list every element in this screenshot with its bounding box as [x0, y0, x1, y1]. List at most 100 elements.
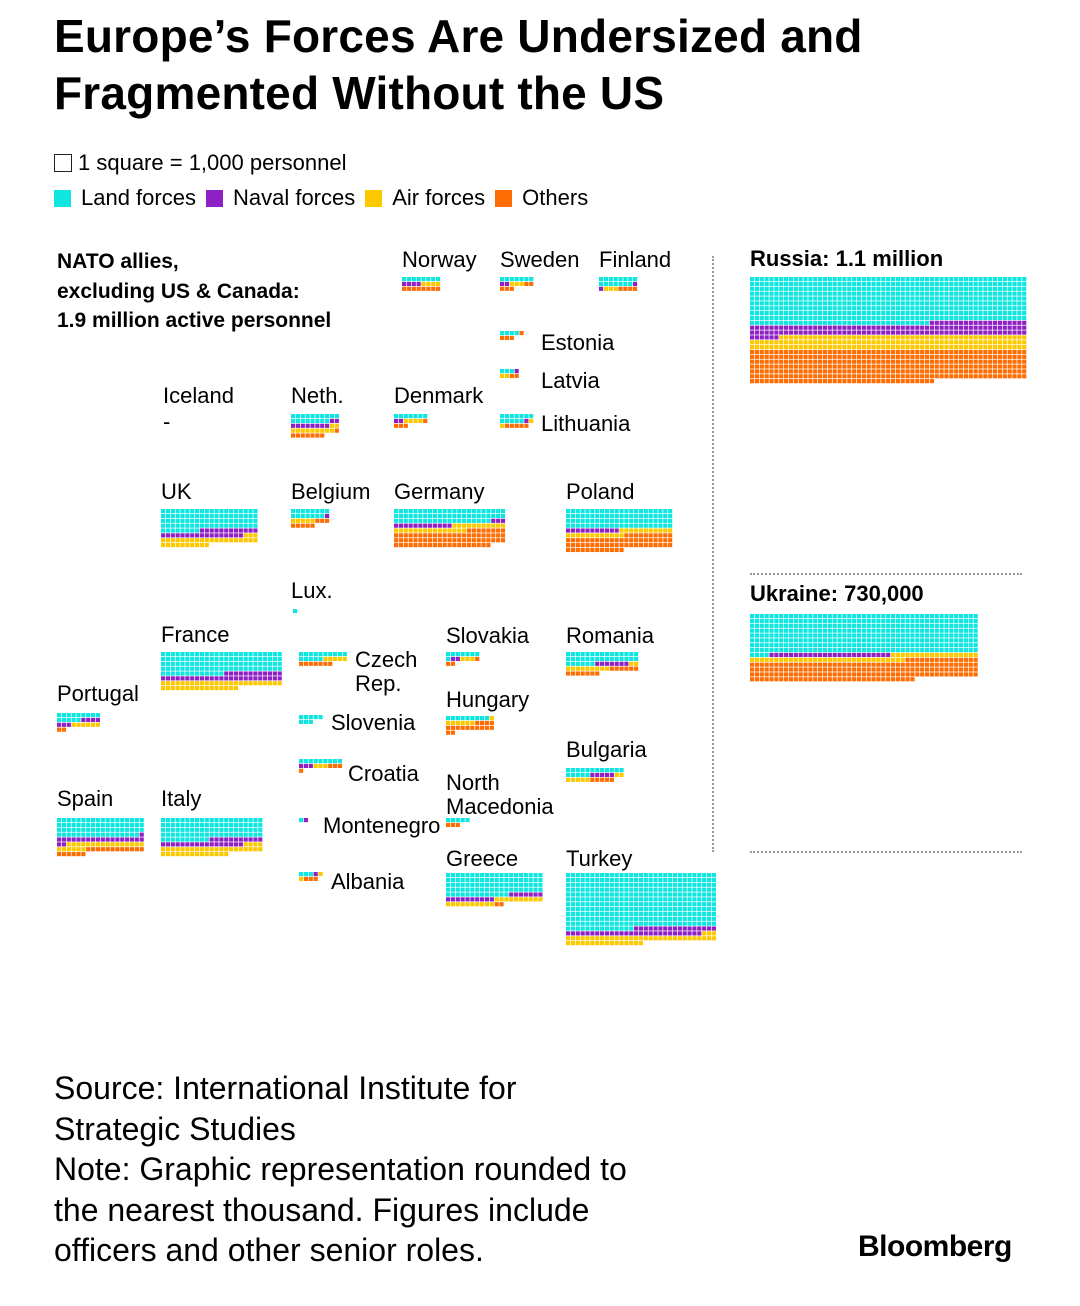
- square-poland-land: [570, 513, 576, 519]
- square-portugal-naval: [91, 717, 96, 723]
- square-neth-others: [291, 433, 296, 438]
- square-spain-others: [105, 847, 110, 852]
- square-ukraine-land: [832, 614, 837, 619]
- square-ukraine-land: [803, 633, 808, 638]
- square-russia-naval: [890, 330, 896, 335]
- square-turkey-land: [643, 887, 648, 892]
- square-ukraine-air: [842, 657, 847, 662]
- square-spain-land: [95, 822, 101, 828]
- square-turkey-land: [653, 877, 658, 883]
- square-ukraine-naval: [852, 652, 857, 658]
- square-russia-air: [822, 340, 828, 345]
- square-belgium-land: [315, 509, 320, 514]
- square-ukraine-others: [852, 677, 857, 682]
- square-russia-others: [1017, 369, 1022, 374]
- square-russia-land: [910, 315, 915, 321]
- square-turkey-naval: [702, 926, 707, 931]
- square-russia-land: [784, 291, 789, 296]
- square-ukraine-land: [793, 648, 798, 653]
- square-russia-air: [808, 335, 813, 340]
- square-russia-land: [924, 277, 930, 282]
- square-lithuania-land: [500, 418, 505, 424]
- square-slovenia-land: [308, 715, 313, 720]
- square-albania-others: [303, 876, 309, 882]
- square-russia-land: [954, 301, 959, 306]
- square-germany-others: [466, 538, 472, 543]
- square-russia-land: [769, 277, 774, 282]
- square-russia-land: [750, 281, 755, 287]
- square-turkey-naval: [692, 931, 697, 936]
- square-turkey-land: [687, 887, 692, 892]
- waffle-turkey: [566, 873, 716, 946]
- square-ukraine-others: [910, 657, 915, 662]
- square-germany-others: [447, 538, 452, 543]
- square-hungary-air: [465, 720, 470, 726]
- square-italy-land: [248, 822, 253, 828]
- square-italy-naval: [248, 837, 253, 842]
- square-ukraine-others: [808, 662, 813, 667]
- square-hungary-air: [460, 720, 465, 726]
- square-russia-others: [963, 364, 968, 369]
- square-poland-others: [600, 543, 605, 548]
- square-turkey-air: [706, 936, 712, 941]
- square-russia-land: [910, 320, 915, 325]
- square-russia-others: [813, 354, 818, 359]
- square-ukraine-land: [793, 643, 798, 648]
- square-russia-land: [774, 301, 779, 306]
- square-ukraine-land: [813, 614, 818, 619]
- square-poland-air: [590, 533, 595, 538]
- square-turkey-land: [595, 887, 600, 892]
- square-turkey-land: [614, 911, 619, 917]
- square-germany-naval: [423, 523, 428, 528]
- square-ukraine-land: [754, 628, 760, 633]
- square-turkey-land: [706, 907, 712, 912]
- square-russia-others: [764, 354, 769, 359]
- square-turkey-land: [624, 902, 629, 907]
- square-ukraine-land: [910, 633, 915, 638]
- square-italy-air: [243, 847, 248, 852]
- square-italy-land: [243, 822, 248, 828]
- square-russia-land: [774, 306, 779, 311]
- square-turkey-land: [634, 873, 639, 878]
- square-turkey-naval: [590, 931, 595, 936]
- square-greece-land: [484, 887, 490, 892]
- square-spain-naval: [86, 837, 91, 842]
- square-russia-land: [852, 281, 857, 287]
- square-russia-others: [958, 364, 964, 369]
- square-italy-land: [214, 827, 219, 832]
- square-turkey-land: [585, 907, 590, 912]
- square-russia-air: [915, 340, 920, 345]
- square-germany-land: [476, 509, 481, 514]
- square-russia-land: [842, 286, 847, 291]
- country-label-norway: Norway: [402, 247, 477, 272]
- square-turkey-land: [668, 911, 673, 917]
- square-russia-land: [915, 320, 920, 325]
- square-ukraine-others: [924, 667, 930, 672]
- square-ukraine-others: [939, 662, 944, 667]
- square-ukraine-land: [871, 618, 876, 624]
- square-italy-air: [214, 847, 219, 852]
- bloomberg-logo: Bloomberg: [858, 1230, 1012, 1263]
- square-ukraine-land: [750, 614, 755, 619]
- square-czech-rep-land: [323, 652, 328, 657]
- square-russia-land: [958, 315, 964, 321]
- square-russia-air: [944, 345, 949, 350]
- square-russia-others: [1002, 359, 1007, 364]
- square-uk-land: [224, 509, 229, 514]
- square-russia-others: [847, 374, 852, 379]
- square-greece-naval: [475, 897, 480, 902]
- square-russia-air: [759, 340, 764, 345]
- square-poland-others: [585, 538, 590, 543]
- square-unit-icon: [54, 154, 72, 172]
- square-uk-land: [170, 523, 175, 528]
- square-ukraine-others: [852, 662, 857, 667]
- square-poland-land: [570, 509, 576, 514]
- square-czech-rep-land: [337, 652, 343, 657]
- square-france-land: [253, 656, 258, 662]
- square-ukraine-land: [866, 614, 871, 619]
- square-finland-others: [623, 286, 628, 291]
- square-russia-land: [905, 291, 910, 296]
- square-neth-air: [325, 428, 330, 433]
- square-turkey-naval: [687, 931, 692, 936]
- square-bulgaria-others: [595, 777, 600, 782]
